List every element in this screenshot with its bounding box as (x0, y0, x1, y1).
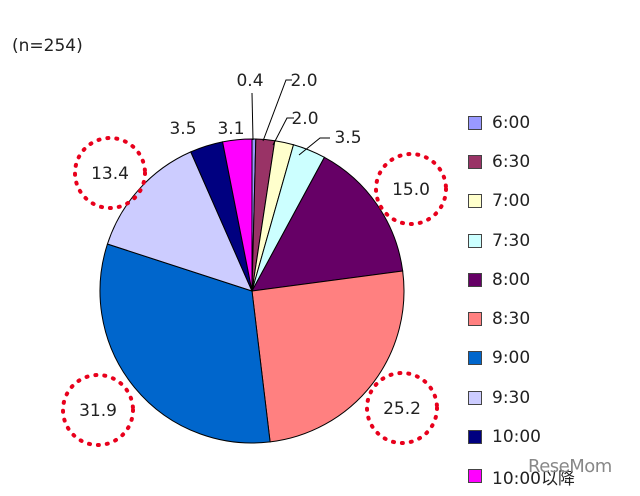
pie-slice-830 (251, 270, 405, 443)
leader-line (272, 117, 294, 146)
highlight-circle (365, 371, 439, 445)
legend-swatch (468, 194, 482, 209)
data-label: 15.0 (392, 180, 430, 200)
data-label: 0.4 (236, 71, 263, 91)
leader-line (298, 137, 330, 156)
data-label: 31.9 (79, 401, 117, 421)
legend-swatch (468, 115, 482, 130)
legend-label: 6:30 (492, 151, 531, 172)
legend: 6:00 6:30 7:00 7:30 8:00 8:30 9:00 9:30 10:00 10:… (468, 103, 575, 496)
legend-item: 9:00 (468, 339, 575, 378)
highlight-circle (374, 152, 448, 226)
sample-size-label: (n=254) (12, 36, 83, 56)
leader-line (262, 79, 292, 142)
legend-swatch (468, 233, 482, 248)
legend-label: 7:30 (492, 230, 531, 251)
legend-swatch (468, 272, 482, 287)
legend-item: 8:00 (468, 260, 575, 299)
legend-label: 9:00 (492, 348, 531, 369)
legend-label: 7:00 (492, 191, 531, 212)
data-label: 3.5 (334, 128, 361, 148)
legend-item: 7:00 (468, 182, 575, 221)
legend-swatch (468, 312, 482, 327)
legend-label: 9:30 (492, 387, 531, 408)
legend-swatch (468, 430, 482, 445)
data-label: 25.2 (383, 399, 421, 419)
pie-slice-800 (251, 156, 404, 292)
legend-label: 8:00 (492, 269, 531, 290)
legend-swatch (468, 351, 482, 366)
legend-item: 10:00 (468, 417, 575, 456)
highlight-circle (61, 373, 135, 447)
data-label: 13.4 (91, 164, 129, 184)
legend-item: 9:30 (468, 378, 575, 417)
legend-swatch (468, 154, 482, 169)
data-label: 2.0 (290, 71, 317, 91)
legend-item: 6:00 (468, 103, 575, 142)
pie-slice-1000 (221, 138, 253, 292)
data-label: 2.0 (291, 109, 318, 129)
legend-label: 8:30 (492, 309, 531, 330)
legend-item: 8:30 (468, 299, 575, 338)
legend-item: 6:30 (468, 142, 575, 181)
data-label: 3.5 (169, 119, 196, 139)
watermark-logo: ReseMom (528, 456, 612, 477)
legend-swatch (468, 469, 482, 484)
legend-label: 10:00 (492, 427, 541, 448)
leader-line (251, 92, 254, 141)
legend-item: 7:30 (468, 221, 575, 260)
legend-label: 6:00 (492, 112, 531, 133)
pie-slice-900 (99, 243, 271, 444)
highlight-circle (73, 136, 147, 210)
legend-label: 10:00以降 (492, 468, 575, 489)
legend-item: 10:00以降 (468, 457, 575, 496)
data-label: 3.1 (217, 119, 244, 139)
legend-swatch (468, 390, 482, 405)
